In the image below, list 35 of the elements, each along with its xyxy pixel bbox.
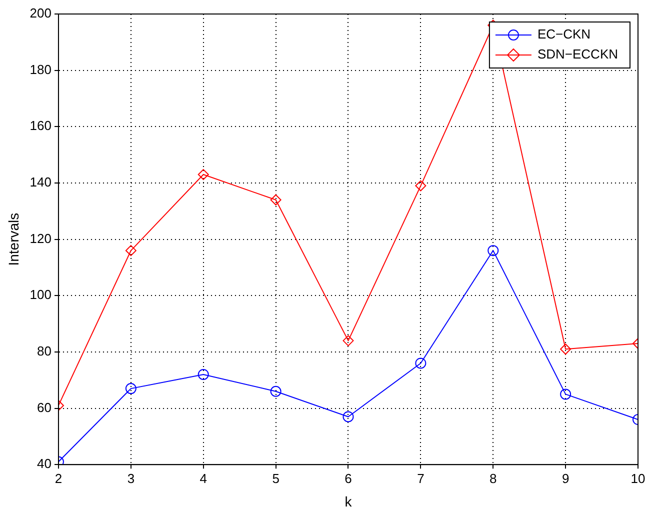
y-tick-label: 80 <box>37 344 52 359</box>
y-tick-label: 60 <box>37 400 52 415</box>
y-tick-label: 200 <box>30 6 52 21</box>
x-tick-label: 4 <box>200 470 207 486</box>
y-tick-label: 140 <box>30 174 52 190</box>
y-tick-label: 40 <box>37 456 52 472</box>
point <box>198 169 209 180</box>
y-tick-label: 160 <box>30 118 52 134</box>
x-tick-label: 7 <box>417 470 424 486</box>
x-tick-label: 3 <box>127 470 135 486</box>
x-axis-title: k <box>344 493 353 510</box>
y-tick-label: 100 <box>30 287 52 302</box>
x-tick-label: 5 <box>272 470 280 486</box>
point <box>560 388 572 400</box>
x-tick-label: 2 <box>54 470 62 486</box>
point <box>415 358 426 369</box>
x-tick-label: 10 <box>630 470 646 486</box>
legend-label: EC−CKN <box>537 26 591 42</box>
y-tick-label: 180 <box>30 62 52 77</box>
point <box>488 245 499 256</box>
y-axis-title: Intervals <box>5 212 22 266</box>
x-tick-label: 8 <box>490 470 497 486</box>
point <box>198 368 209 380</box>
point <box>560 344 572 355</box>
point <box>342 411 354 422</box>
y-tick-label: 120 <box>30 230 52 246</box>
x-tick-label: 6 <box>344 470 352 486</box>
point <box>270 194 282 206</box>
legend-label: SDN−ECCKN <box>537 46 618 62</box>
point <box>270 386 282 397</box>
point <box>125 245 136 256</box>
point <box>125 383 136 394</box>
x-tick-label: 9 <box>562 470 570 486</box>
point <box>415 180 426 192</box>
point <box>342 335 354 346</box>
